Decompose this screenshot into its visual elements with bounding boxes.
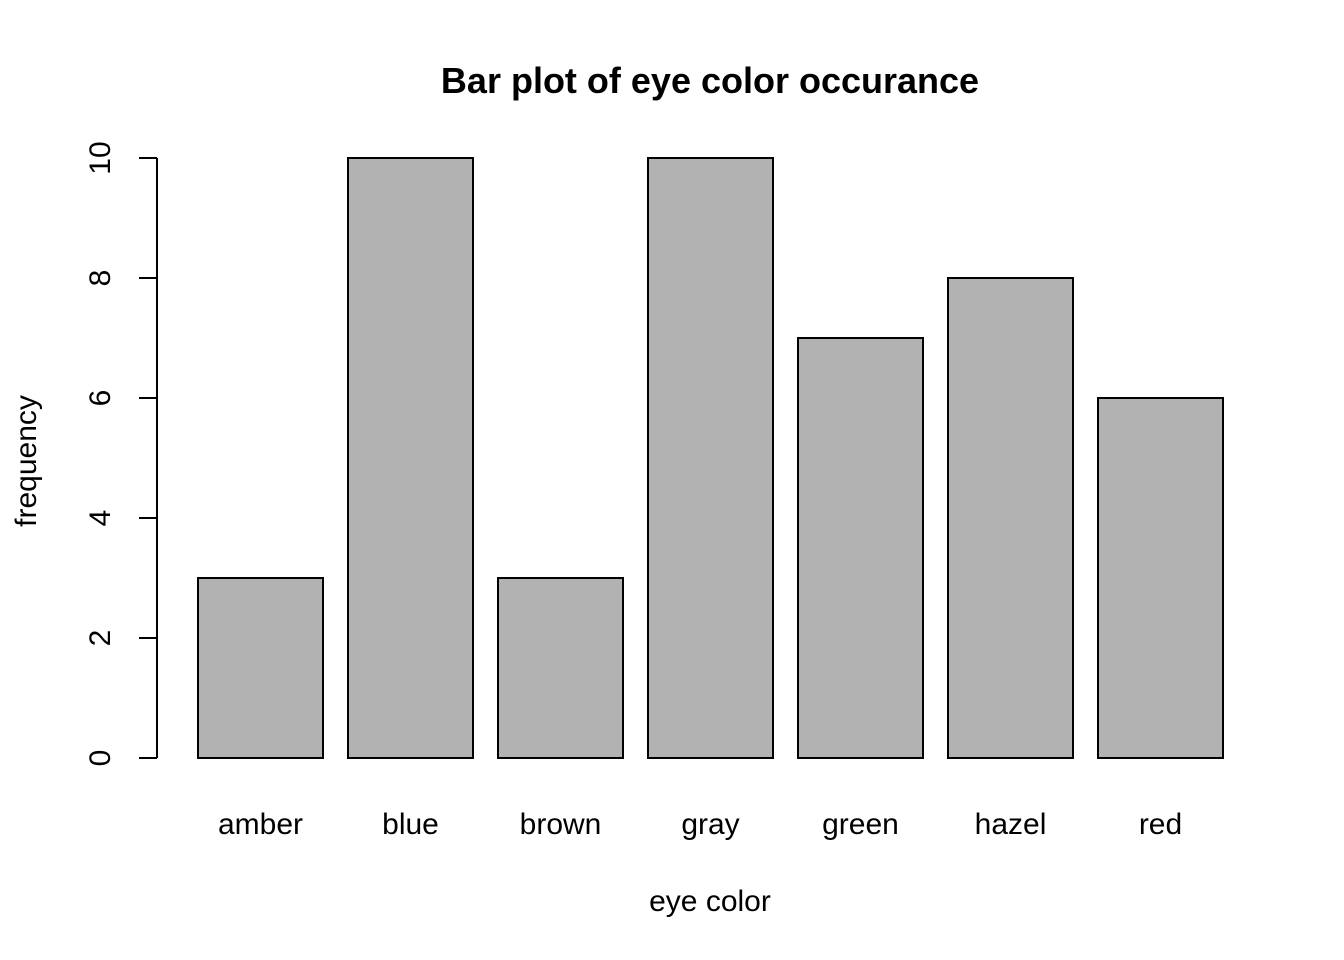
x-tick-label-green: green: [822, 808, 899, 841]
x-tick-label-amber: amber: [218, 808, 303, 841]
y-tick-label-0: 0: [84, 750, 117, 767]
y-tick-label-10: 10: [84, 141, 117, 174]
y-tick-label-8: 8: [84, 270, 117, 287]
bars-group: [197, 157, 1224, 759]
bar-hazel: [947, 277, 1074, 759]
bar-red: [1097, 397, 1224, 759]
x-tick-label-red: red: [1139, 808, 1182, 841]
x-tick-label-blue: blue: [382, 808, 439, 841]
bar-gray: [647, 157, 774, 759]
x-tick-label-hazel: hazel: [975, 808, 1047, 841]
x-tick-labels: amber blue brown gray green hazel red: [218, 808, 1182, 841]
bar-brown: [497, 577, 624, 759]
chart-title: Bar plot of eye color occurance: [441, 60, 979, 101]
bar-green: [797, 337, 924, 759]
y-tick-label-2: 2: [84, 630, 117, 647]
x-tick-label-brown: brown: [520, 808, 602, 841]
y-tick-label-6: 6: [84, 390, 117, 407]
x-tick-label-gray: gray: [681, 808, 739, 841]
bar-amber: [197, 577, 324, 759]
bar-blue: [347, 157, 474, 759]
y-tick-label-4: 4: [84, 510, 117, 527]
y-axis: 0 2 4 6 8 10: [84, 141, 158, 767]
y-axis-label: frequency: [10, 395, 43, 527]
x-axis-label: eye color: [649, 885, 771, 918]
